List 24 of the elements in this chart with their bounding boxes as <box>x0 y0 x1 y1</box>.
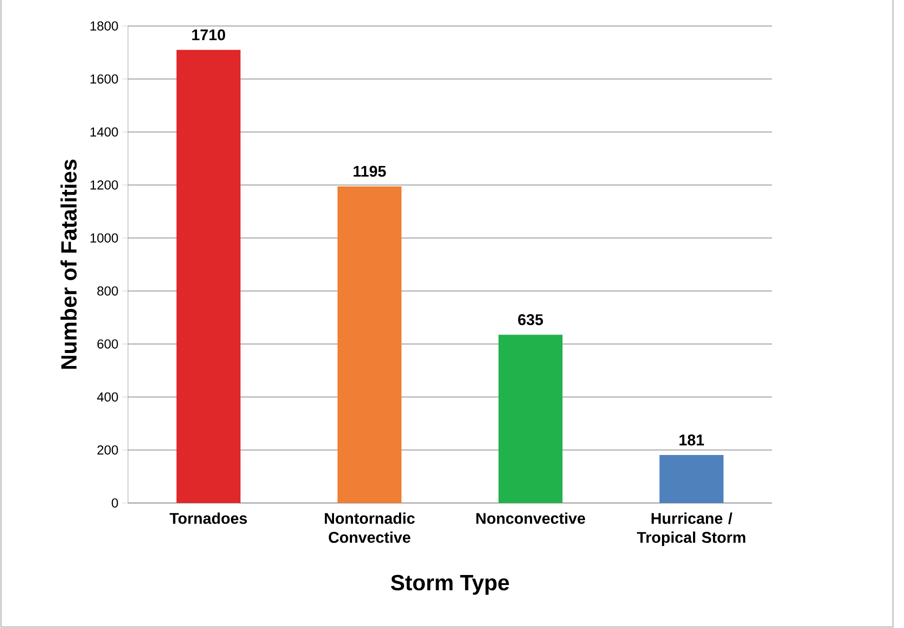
data-label: 1195 <box>354 166 386 177</box>
x-axis-title: Storm Type <box>390 574 509 595</box>
x-tick-label: Hurricane / Tropical Storm <box>636 512 746 546</box>
y-tick-label: 400 <box>97 392 118 402</box>
y-tick-label: 1200 <box>90 180 118 190</box>
y-tick-label: 1600 <box>90 74 118 84</box>
y-tick-label: 800 <box>97 286 118 296</box>
bar <box>176 50 241 503</box>
y-tick-label: 0 <box>112 498 118 508</box>
bar <box>338 186 402 503</box>
x-tick-label: Nonconvective <box>476 512 586 524</box>
y-tick-label: 600 <box>97 339 118 349</box>
y-tick-label: 200 <box>97 445 118 455</box>
data-label: 181 <box>680 434 704 446</box>
data-label: 1710 <box>192 29 226 40</box>
x-tick-label: Tornadoes <box>170 512 247 524</box>
bar <box>498 334 562 503</box>
y-axis-title: Number of Fatalities <box>60 160 77 369</box>
data-label: 635 <box>518 314 543 326</box>
x-tick-label: Nontornadic Convective <box>324 512 415 543</box>
y-tick-label: 1800 <box>90 21 118 31</box>
y-tick-label: 1000 <box>90 233 118 243</box>
y-tick-label: 1400 <box>90 127 118 137</box>
bar <box>659 455 724 503</box>
